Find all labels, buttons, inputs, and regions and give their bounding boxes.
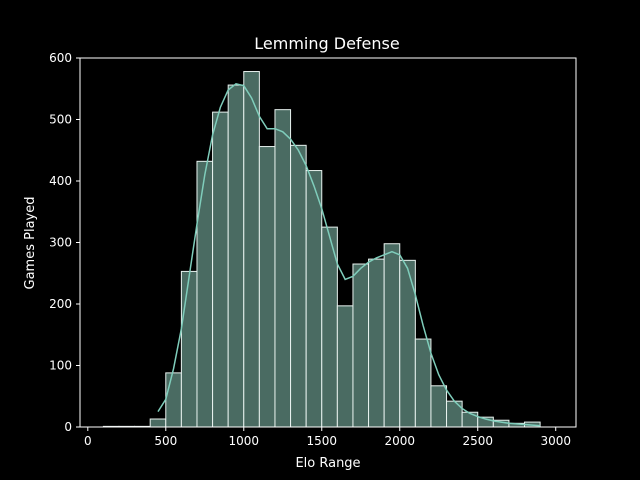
histogram-bar-9 <box>243 71 260 428</box>
histogram-bar-20 <box>414 338 432 428</box>
histogram-bar-23 <box>461 411 479 428</box>
histogram-bar-6 <box>196 160 214 428</box>
histogram-bars <box>102 71 541 428</box>
histogram-bar-22 <box>446 400 463 428</box>
x-tick-label-5: 2500 <box>462 434 493 448</box>
histogram-bar-8 <box>227 84 245 428</box>
kde-curve <box>157 83 541 427</box>
x-axis-ticks: 0 500 1000 1500 2000 2500 3000 <box>84 427 571 448</box>
y-tick-label-3: 300 <box>49 236 72 250</box>
x-axis-label: Elo Range <box>295 456 360 471</box>
y-tick-label-4: 400 <box>49 174 72 188</box>
histogram-bar-15 <box>336 305 354 428</box>
histogram-bar-4 <box>165 372 182 428</box>
histogram-bar-17 <box>368 258 385 428</box>
histogram-bar-21 <box>430 385 448 428</box>
histogram-bar-5 <box>180 270 198 428</box>
y-tick-label-5: 500 <box>49 113 72 127</box>
histogram-bar-3 <box>149 418 167 428</box>
histogram-bar-12 <box>290 144 307 428</box>
histogram-bar-18 <box>383 243 401 428</box>
histogram-bar-11 <box>274 109 292 428</box>
y-axis-label: Games Played <box>23 197 38 290</box>
histogram-bar-13 <box>305 170 323 428</box>
x-tick-label-3: 1500 <box>306 434 337 448</box>
x-tick-label-2: 1000 <box>229 434 260 448</box>
y-axis-ticks: 0 100 200 300 400 500 600 <box>49 51 80 434</box>
x-tick-label-6: 3000 <box>540 434 571 448</box>
histogram-bar-7 <box>212 111 229 428</box>
x-tick-label-0: 0 <box>84 434 92 448</box>
x-tick-label-4: 2000 <box>384 434 415 448</box>
x-tick-label-1: 500 <box>154 434 177 448</box>
y-tick-label-2: 200 <box>49 297 72 311</box>
histogram-bar-16 <box>352 263 370 428</box>
y-tick-label-1: 100 <box>49 359 72 373</box>
y-tick-label-6: 600 <box>49 51 72 65</box>
y-tick-label-0: 0 <box>64 420 72 434</box>
chart-title: Lemming Defense <box>254 34 399 53</box>
histogram-bar-10 <box>258 146 276 428</box>
